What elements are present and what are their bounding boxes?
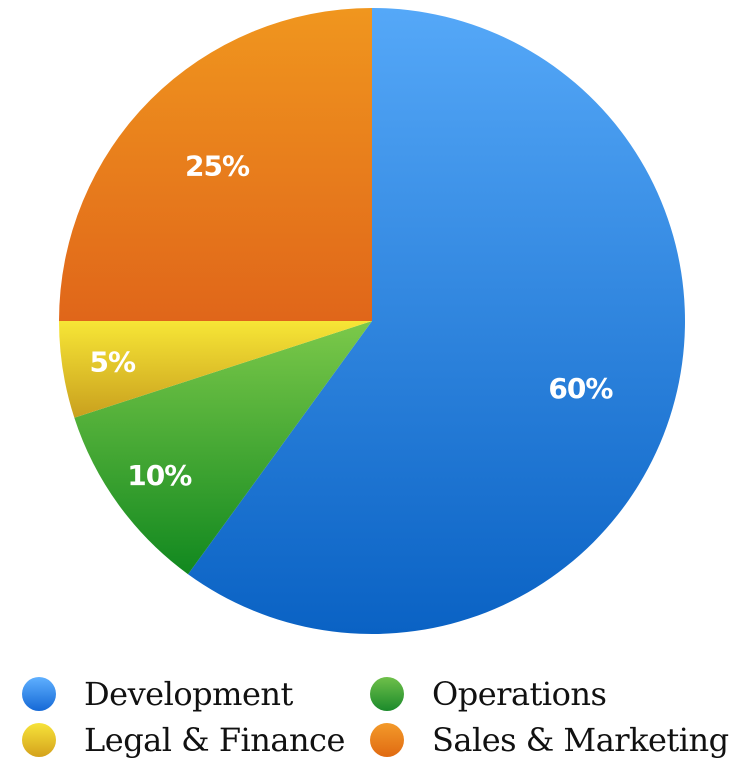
slice-label-sales-marketing: 25% xyxy=(185,150,250,183)
legend-label-legal-finance: Legal & Finance xyxy=(84,721,345,759)
pie-slice-labels: 60% 10% 5% 25% xyxy=(90,150,615,492)
legend-label-sales-marketing: Sales & Marketing xyxy=(432,721,729,759)
legend-label-operations: Operations xyxy=(432,675,607,713)
pie-slice-development xyxy=(188,8,686,634)
pie-chart: 60% 10% 5% 25% xyxy=(59,8,686,634)
slice-label-development: 60% xyxy=(548,372,613,405)
legend-swatch-legal-finance xyxy=(22,723,56,757)
legend-item-sales-marketing: Sales & Marketing xyxy=(370,720,729,760)
legend-swatch-sales-marketing xyxy=(370,723,404,757)
pie-slice-operations xyxy=(74,321,373,575)
chart-legend: Development Operations Legal & Finance S… xyxy=(0,668,743,768)
pie-slices xyxy=(59,8,686,634)
legend-swatch-development xyxy=(22,677,56,711)
pie-slice-legal-finance xyxy=(59,321,372,418)
legend-item-development: Development xyxy=(22,674,293,714)
legend-label-development: Development xyxy=(84,675,293,713)
legend-item-operations: Operations xyxy=(370,674,607,714)
legend-swatch-operations xyxy=(370,677,404,711)
slice-label-operations: 10% xyxy=(127,459,192,492)
pie-slice-sales-marketing xyxy=(59,8,372,321)
slice-label-legal-finance: 5% xyxy=(90,346,136,379)
legend-item-legal-finance: Legal & Finance xyxy=(22,720,345,760)
